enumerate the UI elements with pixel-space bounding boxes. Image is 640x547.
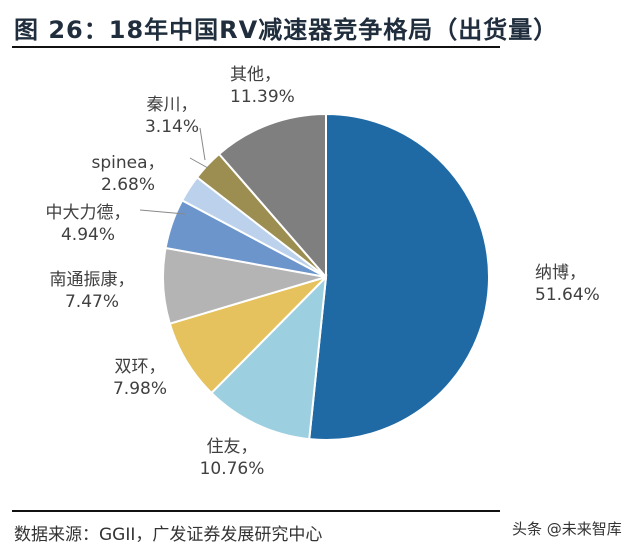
- slice-name: 其他，: [230, 65, 281, 85]
- pie-slice-0: [308, 112, 490, 441]
- source-note: 数据来源：GGII，广发证券发展研究中心: [14, 525, 323, 545]
- slice-value: 3.14%: [145, 117, 199, 137]
- slice-label-3: 南通振康， 7.47%: [50, 270, 135, 312]
- slice-name: 住友，: [207, 437, 258, 457]
- slice-name: 秦川，: [147, 95, 198, 115]
- slice-label-5: spinea， 2.68%: [91, 153, 164, 195]
- slice-value: 10.76%: [200, 459, 265, 479]
- slice-label-1: 住友， 10.76%: [200, 437, 265, 479]
- slice-name: 纳博，: [535, 263, 586, 283]
- slice-label-7: 其他， 11.39%: [230, 65, 295, 107]
- slice-value: 4.94%: [61, 225, 115, 245]
- pie-slice-1: [210, 274, 328, 441]
- title-rule: [12, 46, 500, 48]
- slice-name: 中大力德，: [46, 203, 131, 223]
- leader-line-5: [189, 157, 209, 169]
- slice-label-4: 中大力德， 4.94%: [46, 203, 131, 245]
- slice-value: 11.39%: [230, 87, 295, 107]
- slice-name: 南通振康，: [50, 270, 135, 290]
- watermark: 头条 @未来智库: [512, 520, 622, 538]
- slice-value: 7.47%: [65, 292, 119, 312]
- source-rule: [12, 510, 500, 512]
- slice-value: 51.64%: [535, 285, 600, 305]
- slice-label-0: 纳博， 51.64%: [535, 263, 600, 305]
- chart-title: 图 26：18年中国RV减速器竞争格局（出货量）: [14, 16, 559, 44]
- pie-slice-7: [217, 112, 327, 280]
- slice-name: spinea，: [91, 153, 164, 173]
- slice-value: 2.68%: [101, 175, 155, 195]
- slice-label-6: 秦川， 3.14%: [145, 95, 199, 137]
- leader-line-6: [199, 127, 206, 161]
- slice-label-2: 双环， 7.98%: [113, 357, 167, 399]
- slice-name: 双环，: [115, 357, 166, 377]
- slice-value: 7.98%: [113, 379, 167, 399]
- leader-line-4: [139, 209, 186, 215]
